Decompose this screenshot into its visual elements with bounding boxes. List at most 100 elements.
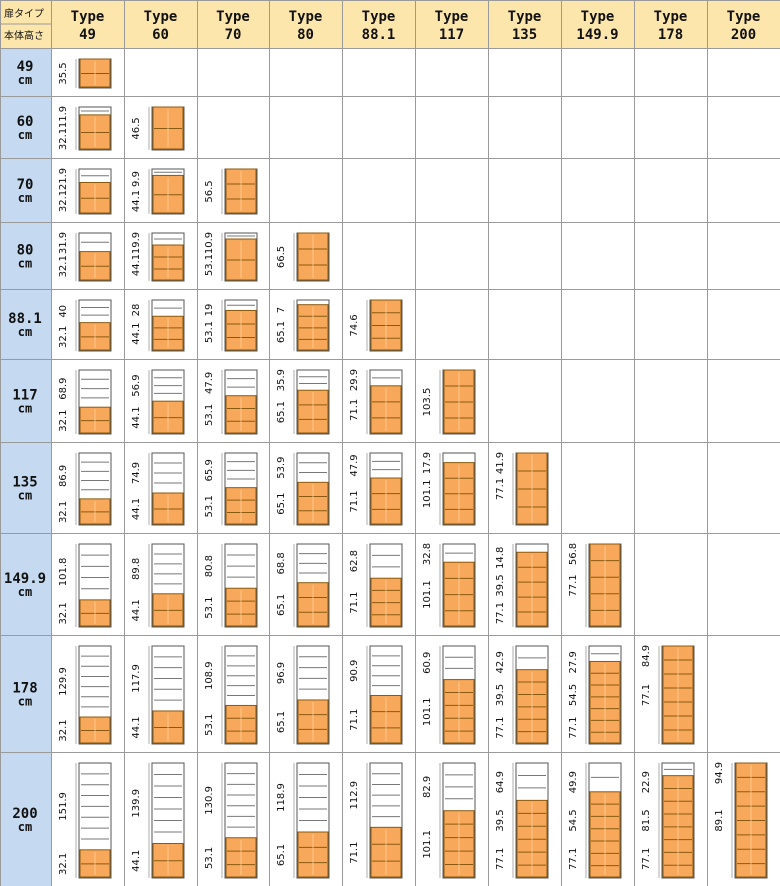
- cabinet-60-type-60: 46.5: [131, 106, 185, 151]
- cabinet-149.9-type-135: 14.8 39.5 77.1: [495, 543, 549, 628]
- column-header-line1: Type: [581, 9, 615, 25]
- cabinet-149.9-type-117: 32.8 101.1: [422, 543, 476, 628]
- cabinet-178-type-149.9: 27.9 54.5 77.1: [568, 645, 622, 745]
- cabinet-117-type-60: 56.9 44.1: [131, 369, 185, 435]
- dimension-label: 56.5: [204, 180, 215, 202]
- cabinet-49-type-49: 35.5: [58, 58, 112, 89]
- dimension-label-upper: 32.8: [422, 543, 433, 565]
- column-header-line2: 70: [225, 27, 242, 43]
- dimension-label-lower: 53.1: [204, 321, 215, 343]
- cabinet-200-type-70: 130.9 53.1: [204, 762, 258, 879]
- row-header-line1: 200: [12, 806, 37, 822]
- dimension-label-3: 77.1: [495, 848, 506, 870]
- cabinet-178-type-117: 60.9 101.1: [422, 645, 476, 745]
- row-header-line2: cm: [18, 73, 32, 87]
- dimension-label-lower: 53.1: [204, 714, 215, 736]
- dimension-label-lower: 77.1: [568, 574, 579, 596]
- cabinet-200-type-49: 151.9 32.1: [58, 762, 112, 879]
- dimension-label-3: 77.1: [495, 717, 506, 739]
- dimension-label-upper: 139.9: [131, 789, 142, 818]
- cabinet-178-type-88.1: 90.9 71.1: [349, 645, 403, 745]
- cabinet-88.1-type-70: 19 53.1: [204, 299, 258, 352]
- cabinet-149.9-type-49: 101.8 32.1: [58, 543, 112, 628]
- dimension-label-upper: 17.9: [422, 452, 433, 474]
- dimension-label: 35.5: [58, 62, 69, 84]
- dimension-label-lower: 65.1: [276, 711, 287, 733]
- dimension-label-lower: 71.1: [349, 399, 360, 421]
- column-header-type-70: Type 70: [216, 9, 250, 43]
- cabinet-200-type-178: 22.9 81.5 77.1: [641, 762, 695, 879]
- dimension-label-upper: 31.9: [58, 232, 69, 254]
- dimension-label-3: 77.1: [568, 848, 579, 870]
- dimension-label-2: 39.5: [495, 684, 506, 706]
- dimension-label-upper: 80.8: [204, 555, 215, 577]
- dimension-label-lower: 44.1: [131, 716, 142, 738]
- row-header-line2: cm: [18, 128, 32, 142]
- dimension-label-lower: 44.1: [131, 323, 142, 345]
- body-height-label: 本体高さ: [4, 29, 44, 42]
- row-header-line2: cm: [18, 402, 32, 416]
- dimension-label-upper: 35.9: [276, 369, 287, 391]
- cabinet-178-type-178: 84.9 77.1: [641, 645, 695, 745]
- dimension-label-upper: 65.9: [204, 459, 215, 481]
- dimension-label-lower: 53.1: [204, 495, 215, 517]
- dimension-label-lower: 53.1: [204, 254, 215, 276]
- column-header-line1: Type: [362, 9, 396, 25]
- cabinet-70-type-70: 56.5: [204, 168, 258, 215]
- row-header-149.9cm: 149.9cm: [4, 571, 46, 599]
- dimension-label-2: 54.5: [568, 684, 579, 706]
- dimension-label-upper: 101.8: [58, 558, 69, 587]
- row-header-line2: cm: [18, 489, 32, 503]
- cabinet-117-type-88.1: 29.9 71.1: [349, 369, 403, 435]
- dimension-label-1: 42.9: [495, 651, 506, 673]
- cabinet-200-type-135: 64.9 39.5 77.1: [495, 762, 549, 879]
- dimension-label-lower: 71.1: [349, 842, 360, 864]
- dimension-label-lower: 89.1: [714, 809, 725, 831]
- dimension-label-upper: 118.9: [276, 783, 287, 812]
- dimension-label-lower: 53.1: [204, 404, 215, 426]
- cabinet-88.1-type-88.1: 74.6: [349, 299, 403, 352]
- cabinet-70-type-49: 21.932.1: [58, 168, 112, 215]
- row-header-88.1cm: 88.1cm: [8, 311, 42, 339]
- column-header-type-135: Type 135: [508, 9, 542, 43]
- dimension-label-lower: 32.1: [58, 255, 69, 277]
- cabinet-80-type-60: 19.944.1: [131, 232, 185, 282]
- dimension-label-lower: 71.1: [349, 490, 360, 512]
- row-header-line1: 149.9: [4, 571, 46, 587]
- cabinet-135-type-49: 86.9 32.1: [58, 452, 112, 526]
- row-header-line2: cm: [18, 695, 32, 709]
- cabinet-200-type-88.1: 112.9 71.1: [349, 762, 403, 879]
- column-header-type-178: Type 178: [654, 9, 688, 43]
- cabinet-178-type-49: 129.9 32.1: [58, 645, 112, 745]
- dimension-label-lower: 44.1: [131, 498, 142, 520]
- dimension-label-upper: 62.8: [349, 550, 360, 572]
- row-header-line2: cm: [18, 585, 32, 599]
- cabinet-149.9-type-80: 68.8 65.1: [276, 543, 330, 628]
- dimension-label-upper: 94.9: [714, 762, 725, 784]
- cabinet-117-type-49: 68.9 32.1: [58, 369, 112, 435]
- cabinet-88.1-type-60: 28 44.1: [131, 299, 185, 352]
- door-type-label: 扉タイプ: [4, 7, 44, 20]
- row-header-line1: 88.1: [8, 311, 42, 327]
- column-header-line1: Type: [71, 9, 105, 25]
- row-header-line2: cm: [18, 325, 32, 339]
- dimension-label-upper: 21.9: [58, 168, 69, 190]
- dimension-label-upper: 117.9: [131, 664, 142, 693]
- dimension-label-lower: 32.1: [58, 719, 69, 741]
- column-header-line2: 135: [512, 27, 537, 43]
- dimension-label-upper: 28: [131, 304, 142, 317]
- dimension-label-upper: 82.9: [422, 776, 433, 798]
- dimension-label-upper: 41.9: [495, 452, 506, 474]
- cabinet-149.9-type-60: 89.8 44.1: [131, 543, 185, 628]
- row-header-line1: 178: [12, 681, 37, 697]
- dimension-label-lower: 32.1: [58, 128, 69, 150]
- column-header-line2: 178: [658, 27, 683, 43]
- column-header-type-88.1: Type 88.1: [362, 9, 396, 43]
- cabinet-135-type-88.1: 47.9 71.1: [349, 452, 403, 526]
- dimension-label-upper: 108.9: [204, 661, 215, 690]
- dimension-label-upper: 129.9: [58, 667, 69, 696]
- column-header-line2: 200: [731, 27, 756, 43]
- cabinet-70-type-60: 9.9 44.1: [131, 168, 185, 215]
- dimension-label-upper: 47.9: [349, 454, 360, 476]
